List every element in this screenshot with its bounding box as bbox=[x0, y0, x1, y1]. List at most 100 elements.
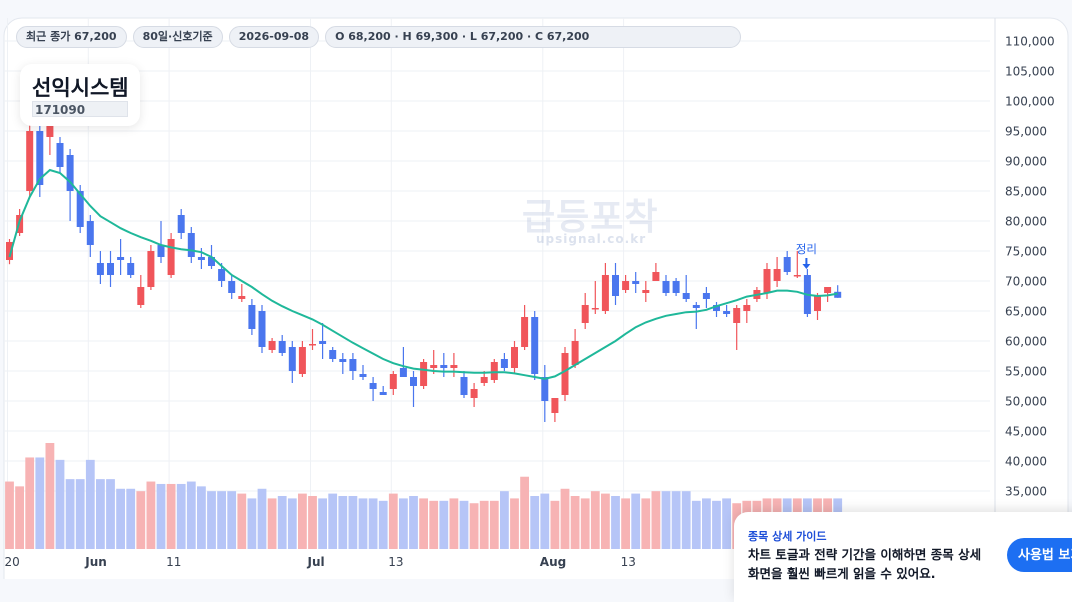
candle-body bbox=[622, 281, 630, 290]
candle-body bbox=[672, 281, 680, 293]
y-tick-label: 70,000 bbox=[1005, 275, 1047, 289]
candle-body bbox=[117, 257, 125, 260]
volume-bar bbox=[510, 498, 519, 549]
volume-bar bbox=[621, 498, 630, 549]
x-tick-label: 13 bbox=[621, 555, 636, 569]
y-axis: 35,000 40,000 45,000 50,000 55,000 60,000 65,0… bbox=[994, 18, 1055, 549]
y-tick-label: 65,000 bbox=[1005, 305, 1047, 319]
candle-body bbox=[450, 365, 458, 368]
candle-body bbox=[692, 305, 700, 308]
y-tick-label: 75,000 bbox=[1005, 245, 1047, 259]
volume-bar bbox=[308, 496, 317, 549]
volume-bar bbox=[298, 493, 307, 549]
volume-bar bbox=[338, 496, 348, 549]
candle-body bbox=[561, 353, 569, 395]
info-chip-row: 최근 종가 67,200 80일·신호기준 2026-09-08 O 68,20… bbox=[16, 26, 742, 48]
volume-bar bbox=[631, 493, 641, 549]
x-tick-label: Jul bbox=[307, 555, 325, 569]
candle-body bbox=[268, 341, 276, 350]
volume-bar bbox=[560, 488, 570, 549]
candle-body bbox=[359, 374, 367, 377]
volume-bar bbox=[146, 481, 156, 549]
candle-body bbox=[591, 308, 599, 310]
y-tick-label: 50,000 bbox=[1005, 395, 1047, 409]
guide-button[interactable]: 사용법 보기 bbox=[1007, 538, 1072, 572]
candle-body bbox=[6, 242, 13, 260]
volume-bar bbox=[712, 500, 721, 549]
volume-bar bbox=[277, 496, 287, 549]
volume-bar bbox=[247, 498, 257, 549]
y-tick-label: 110,000 bbox=[1005, 35, 1055, 49]
volume-bar bbox=[590, 491, 600, 549]
candle-body bbox=[420, 362, 428, 386]
candle-body bbox=[551, 398, 559, 413]
volume-bar bbox=[419, 498, 428, 549]
volume-bar bbox=[176, 483, 186, 549]
close-price-chip[interactable]: 최근 종가 67,200 bbox=[16, 26, 127, 48]
candle-body bbox=[511, 347, 518, 368]
volume-bar bbox=[5, 481, 14, 549]
candle-body bbox=[238, 296, 246, 299]
volume-bar bbox=[156, 483, 166, 549]
volume-bar bbox=[257, 488, 267, 549]
candle-body bbox=[107, 263, 114, 275]
candle-body bbox=[783, 257, 791, 272]
volume-bar bbox=[479, 500, 489, 549]
volume-bar bbox=[459, 500, 469, 549]
volume-bar bbox=[691, 500, 701, 549]
candle-body bbox=[197, 257, 205, 260]
candle-body bbox=[601, 275, 609, 311]
candle-body bbox=[440, 365, 448, 368]
date-chip[interactable]: 2026-09-08 bbox=[228, 26, 320, 48]
volume-bar bbox=[217, 491, 226, 549]
candle-body bbox=[571, 341, 579, 365]
candle-body bbox=[127, 263, 135, 275]
candle-body bbox=[612, 275, 619, 296]
candle-body bbox=[702, 293, 710, 299]
candle-body bbox=[662, 281, 670, 293]
candle-body bbox=[379, 392, 387, 395]
y-tick-label: 90,000 bbox=[1005, 155, 1047, 169]
y-tick-label: 95,000 bbox=[1005, 125, 1047, 139]
volume-bar bbox=[287, 498, 297, 549]
candle-body bbox=[793, 275, 801, 277]
candle-body bbox=[86, 221, 94, 245]
candle-body bbox=[430, 365, 438, 368]
volume-bar bbox=[65, 479, 75, 549]
volume-bar bbox=[85, 459, 95, 549]
x-tick-label: 20 bbox=[5, 555, 20, 569]
guide-card: 종목 상세 가이드 차트 토글과 전략 기간을 이해하면 종목 상세 화면을 훨… bbox=[734, 512, 1072, 602]
stock-name: 선익시스템 bbox=[32, 76, 129, 100]
volume-bar bbox=[429, 500, 439, 549]
candle-body bbox=[228, 281, 236, 293]
candle-body bbox=[137, 287, 145, 305]
volume-bar bbox=[399, 498, 408, 549]
y-tick-label: 55,000 bbox=[1005, 365, 1047, 379]
candle-body bbox=[177, 215, 185, 233]
candle-body bbox=[218, 269, 226, 281]
candle-body bbox=[480, 377, 488, 383]
period-chip[interactable]: 80일·신호기준 bbox=[132, 26, 223, 48]
volume-bar bbox=[96, 479, 105, 549]
candle-body bbox=[389, 374, 397, 389]
annotation-marker: 정리 bbox=[796, 242, 817, 269]
volume-bar bbox=[45, 443, 55, 549]
candle-body bbox=[723, 311, 731, 314]
candle-body bbox=[349, 359, 357, 371]
volume-bar bbox=[681, 491, 691, 549]
volume-bar bbox=[439, 500, 449, 549]
candle-body bbox=[309, 344, 316, 346]
stock-title-card: 선익시스템 171090 bbox=[20, 64, 140, 126]
volume-bar bbox=[641, 498, 651, 549]
volume-bar bbox=[368, 498, 378, 549]
candle-body bbox=[500, 359, 508, 368]
volume-bar bbox=[469, 503, 479, 549]
volume-bar bbox=[702, 498, 711, 549]
volume-bar bbox=[601, 493, 610, 549]
volume-bars bbox=[5, 443, 843, 549]
x-tick-label: Aug bbox=[540, 555, 566, 569]
volume-bar bbox=[520, 476, 529, 549]
x-tick-label: 13 bbox=[388, 555, 403, 569]
volume-bar bbox=[530, 496, 540, 549]
candle-body bbox=[208, 257, 215, 266]
